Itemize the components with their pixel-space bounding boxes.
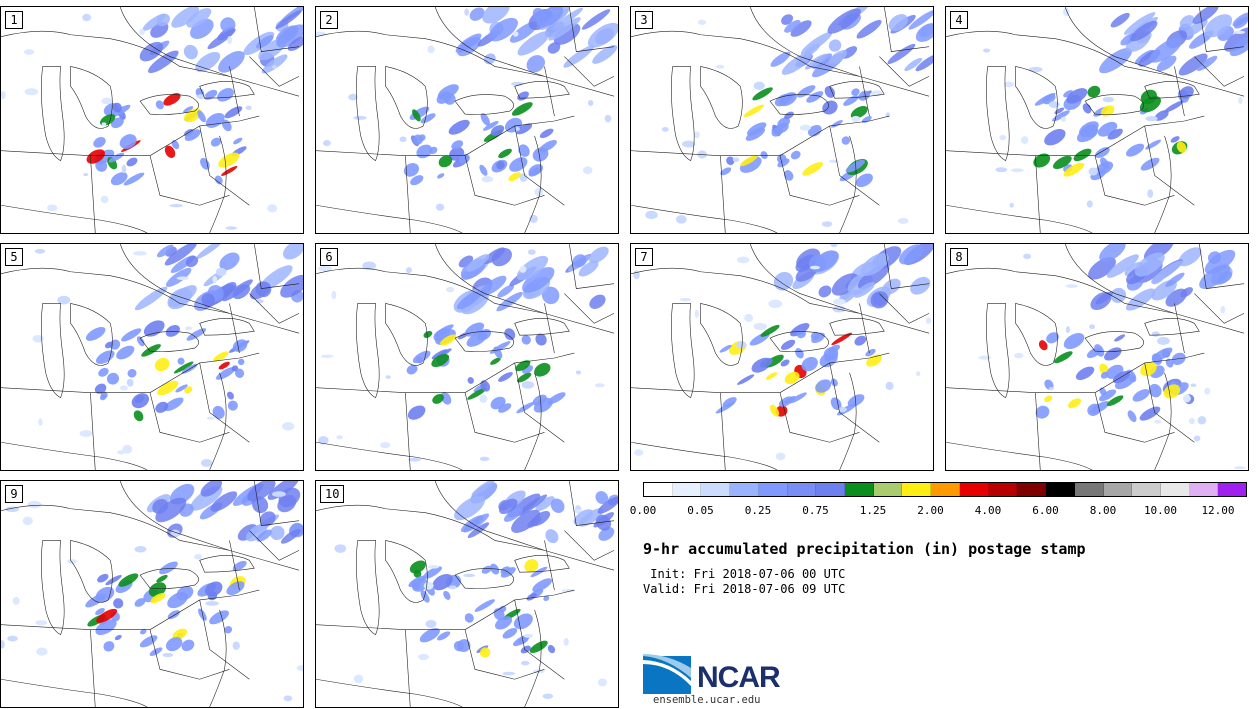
precip-colorbar (643, 482, 1247, 497)
colorbar-cell (1132, 483, 1161, 496)
precip-map (946, 7, 1248, 233)
member-panel: 9 (0, 480, 304, 708)
colorbar-cell (701, 483, 731, 496)
precip-map (316, 481, 618, 707)
colorbar-cell (758, 483, 788, 496)
colorbar-cell (902, 483, 932, 496)
member-label: 7 (635, 248, 653, 266)
colorbar-tick-label: 0.25 (744, 504, 772, 517)
colorbar-cell (931, 483, 960, 496)
member-panel: 6 (315, 243, 619, 471)
colorbar-cell (988, 483, 1018, 496)
colorbar-tick-label: 12.00 (1201, 504, 1235, 517)
colorbar-cell (959, 483, 989, 496)
precip-map (1, 7, 303, 233)
precip-map (631, 7, 933, 233)
member-panel: 2 (315, 6, 619, 234)
member-panel: 1 (0, 6, 304, 234)
init-time: Init: Fri 2018-07-06 00 UTC (643, 567, 846, 581)
colorbar-cell (845, 483, 874, 496)
member-panel: 5 (0, 243, 304, 471)
colorbar-tick-label: 4.00 (974, 504, 1002, 517)
colorbar-cell (644, 483, 673, 496)
ncar-logo-icon (643, 654, 691, 694)
colorbar-cell (1046, 483, 1075, 496)
member-panel: 3 (630, 6, 934, 234)
website-url: ensemble.ucar.edu (653, 694, 761, 706)
colorbar-cell (672, 483, 702, 496)
colorbar-tick-label: 10.00 (1143, 504, 1178, 517)
colorbar-cell (1074, 483, 1104, 496)
precip-map (946, 244, 1246, 470)
member-label: 4 (950, 11, 968, 29)
colorbar-cell (1160, 483, 1190, 496)
member-label: 9 (5, 485, 23, 503)
precip-map (316, 7, 618, 233)
plot-title: 9-hr accumulated precipitation (in) post… (643, 540, 1086, 558)
colorbar-tick-label: 8.00 (1089, 504, 1117, 517)
member-label: 10 (320, 485, 345, 503)
colorbar-cell (1017, 483, 1047, 496)
colorbar-tick-label: 0.00 (629, 504, 657, 517)
precip-map (1, 244, 303, 470)
member-label: 2 (320, 11, 338, 29)
ncar-logo-text: NCAR (697, 661, 781, 694)
member-panel: 4 (945, 6, 1249, 234)
member-label: 1 (5, 11, 23, 29)
member-panel: 8 (945, 243, 1249, 471)
colorbar-cell (1103, 483, 1133, 496)
colorbar-tick-label: 0.75 (802, 504, 829, 517)
precip-map (1, 481, 303, 707)
colorbar-cell (816, 483, 846, 496)
member-panel: 10 (315, 480, 619, 708)
member-label: 6 (320, 248, 338, 266)
precip-map (316, 244, 615, 470)
colorbar-cell (873, 483, 903, 496)
member-panel: 7 (630, 243, 934, 471)
valid-time: Valid: Fri 2018-07-06 09 UTC (643, 582, 846, 596)
member-label: 3 (635, 11, 653, 29)
colorbar-cell (1189, 483, 1219, 496)
member-label: 8 (950, 248, 968, 266)
colorbar-tick-label: 6.00 (1032, 504, 1059, 517)
colorbar-tick-label: 0.05 (687, 504, 714, 517)
colorbar-cell (1218, 483, 1247, 496)
colorbar-cell (730, 483, 759, 496)
colorbar-cell (787, 483, 817, 496)
member-label: 5 (5, 248, 23, 266)
precip-map (631, 244, 933, 470)
colorbar-tick-label: 2.00 (917, 504, 944, 517)
colorbar-tick-label: 1.25 (859, 504, 887, 517)
